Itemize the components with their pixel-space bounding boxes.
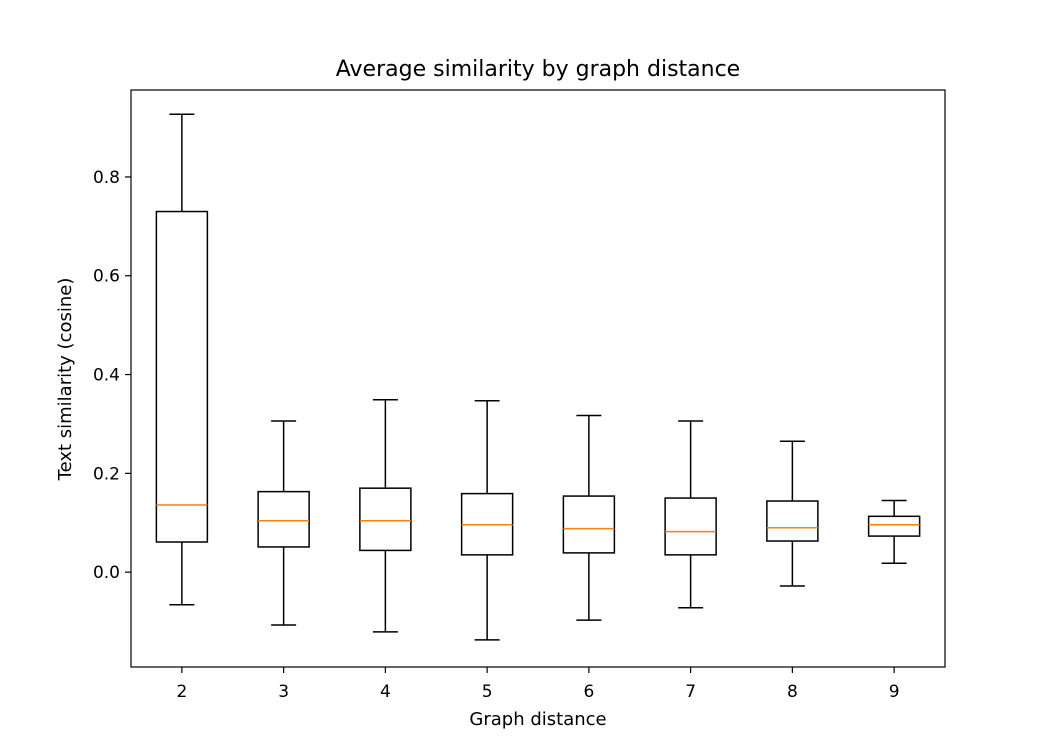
chart-title: Average similarity by graph distance xyxy=(336,57,740,82)
x-tick-label: 2 xyxy=(176,682,187,702)
x-tick-label: 8 xyxy=(787,682,798,702)
x-tick-label: 3 xyxy=(278,682,289,702)
y-axis-label: Text similarity (cosine) xyxy=(55,278,76,482)
x-axis-label: Graph distance xyxy=(469,709,606,730)
y-tick-label: 0.4 xyxy=(93,366,120,386)
iqr-box xyxy=(257,490,310,548)
iqr-box xyxy=(867,515,921,537)
plot-area: 0.0 0.2 0.4 0.6 0.8 2 3 4 5 6 7 8 9 xyxy=(93,89,946,702)
y-tick-label: 0.8 xyxy=(93,168,120,188)
x-tick-label: 9 xyxy=(889,682,900,702)
iqr-box xyxy=(155,210,209,543)
x-tick-label: 7 xyxy=(685,682,696,702)
iqr-box xyxy=(664,497,717,556)
y-tick-label: 0.6 xyxy=(93,267,120,287)
x-tick-label: 5 xyxy=(482,682,493,702)
y-tick-label: 0.0 xyxy=(93,563,120,583)
iqr-box xyxy=(766,500,819,542)
iqr-box xyxy=(359,487,412,552)
iqr-box xyxy=(562,495,616,554)
axes-frame xyxy=(130,89,946,668)
y-tick-label: 0.2 xyxy=(93,464,120,484)
x-tick-label: 6 xyxy=(583,682,594,702)
x-tick-label: 4 xyxy=(380,682,391,702)
